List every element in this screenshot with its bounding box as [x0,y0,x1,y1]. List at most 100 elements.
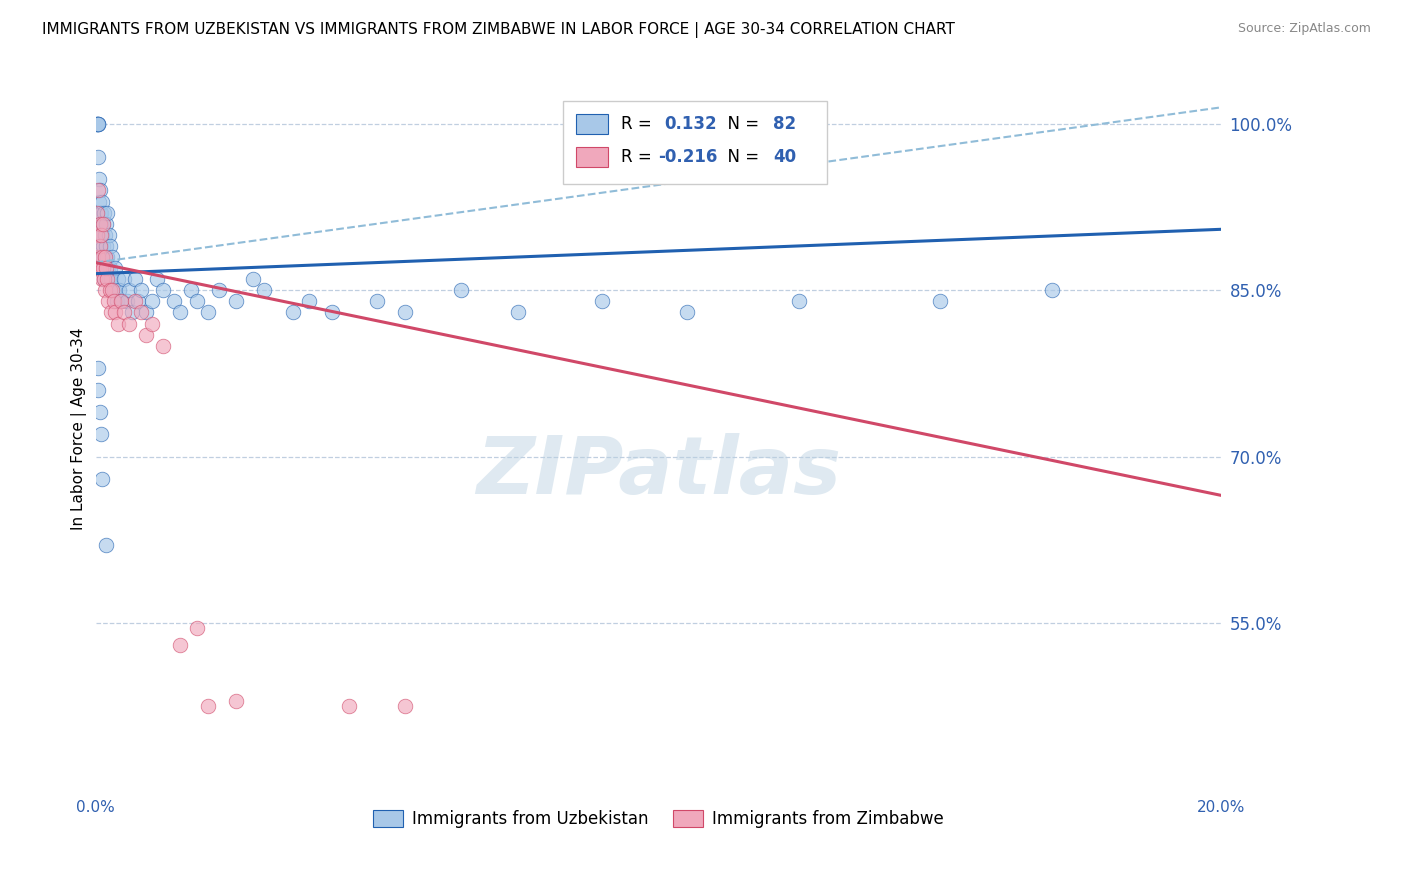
Point [96,272,118,286]
FancyBboxPatch shape [562,101,827,184]
Point [124,294,146,309]
Point [124,272,146,286]
Point [225,693,247,707]
Point [141,317,163,331]
Point [98,239,121,253]
Point [321,305,343,319]
Point [146,272,169,286]
Point [152,339,174,353]
Point [115,294,138,309]
Legend: Immigrants from Uzbekistan, Immigrants from Zimbabwe: Immigrants from Uzbekistan, Immigrants f… [367,804,950,835]
Point [89,227,111,242]
Point [87,172,110,186]
Point [506,305,529,319]
Point [103,283,125,297]
Point [90,250,112,264]
Point [107,317,129,331]
Point [94,217,117,231]
Point [89,217,111,231]
Point [100,305,122,319]
Point [87,360,110,375]
Point [169,305,191,319]
Point [93,272,115,286]
Point [186,294,208,309]
Text: 40: 40 [773,148,796,166]
Point [93,217,115,231]
Point [86,227,108,242]
Point [281,305,304,319]
Point [928,294,950,309]
Point [94,250,117,264]
Point [253,283,276,297]
Point [112,305,135,319]
Point [87,184,110,198]
Point [107,272,129,286]
Point [112,272,135,286]
Point [110,294,132,309]
Text: 0.132: 0.132 [664,115,717,133]
FancyBboxPatch shape [576,114,607,134]
Point [91,261,114,276]
Point [98,272,121,286]
Text: N =: N = [717,115,765,133]
Point [90,227,112,242]
Point [101,283,124,297]
Point [225,294,247,309]
Point [118,317,141,331]
Point [394,305,416,319]
Point [89,184,111,198]
Point [89,205,111,219]
Point [89,405,111,419]
Text: N =: N = [717,148,765,166]
Point [101,250,124,264]
Point [87,383,110,397]
Point [93,250,115,264]
Point [1042,283,1064,297]
Point [87,117,110,131]
Point [90,427,112,442]
Point [98,283,121,297]
Point [87,261,110,276]
Point [90,272,112,286]
Point [127,294,149,309]
Point [186,622,208,636]
Point [93,205,115,219]
Point [104,261,127,276]
Point [135,327,157,342]
Point [169,638,191,652]
Point [108,283,131,297]
Point [197,305,219,319]
Point [242,272,264,286]
Point [90,227,112,242]
Point [87,117,110,131]
Point [87,117,110,131]
Point [87,250,110,264]
Point [87,194,110,209]
Point [100,272,122,286]
Point [97,227,120,242]
Point [90,261,112,276]
Y-axis label: In Labor Force | Age 30-34: In Labor Force | Age 30-34 [72,327,87,530]
Point [787,294,810,309]
Point [103,294,125,309]
Point [121,305,143,319]
Point [141,294,163,309]
Point [87,150,110,164]
Point [129,305,152,319]
Point [208,283,231,297]
Point [96,205,118,219]
Point [180,283,202,297]
Point [86,205,108,219]
Point [86,117,108,131]
Point [703,117,725,131]
Text: IMMIGRANTS FROM UZBEKISTAN VS IMMIGRANTS FROM ZIMBABWE IN LABOR FORCE | AGE 30-3: IMMIGRANTS FROM UZBEKISTAN VS IMMIGRANTS… [42,22,955,38]
Point [96,250,118,264]
Point [98,261,121,276]
Point [93,272,115,286]
Point [94,538,117,552]
Point [298,294,321,309]
Point [93,250,115,264]
Point [94,283,117,297]
Point [86,117,108,131]
Point [94,261,117,276]
